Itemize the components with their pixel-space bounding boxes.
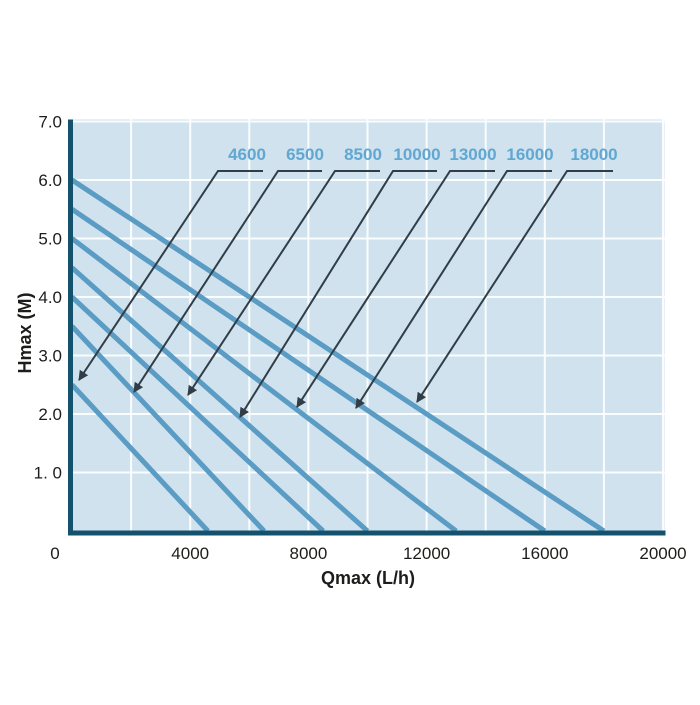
y-axis-title: Hmax (M) (15, 292, 35, 373)
y-tick-label-1: 1. 0 (34, 464, 62, 483)
leader-line-4600 (78, 170, 263, 381)
curve-label-6500: 6500 (286, 145, 324, 164)
leader-line-10000 (239, 170, 437, 418)
y-tick-label-3: 3.0 (38, 347, 62, 366)
curve-10000 (70, 265, 370, 533)
y-tick-label-2: 2.0 (38, 405, 62, 424)
leader-line-13000 (296, 170, 495, 408)
y-tick-label-6: 6.0 (38, 171, 62, 190)
y-tick-label-7: 7.0 (38, 113, 62, 132)
x-tick-label-4000: 4000 (171, 544, 209, 563)
curve-8500 (70, 295, 325, 533)
leader-line-6500 (133, 170, 322, 393)
x-tick-label-16000: 16000 (521, 544, 568, 563)
leader-line-8500 (187, 170, 380, 396)
x-tick-label-12000: 12000 (403, 544, 450, 563)
curve-18000 (70, 177, 606, 534)
curve-16000 (70, 207, 547, 534)
x-tick-label-0: 0 (50, 544, 59, 563)
x-axis-title: Qmax (L/h) (321, 568, 415, 588)
curve-label-8500: 8500 (344, 145, 382, 164)
y-tick-label-4: 4.0 (38, 288, 62, 307)
y-tick-label-5: 5.0 (38, 230, 62, 249)
leader-line-16000 (355, 170, 552, 409)
x-tick-label-20000: 20000 (639, 544, 686, 563)
curve-label-4600: 4600 (228, 145, 266, 164)
curve-label-18000: 18000 (570, 145, 617, 164)
curve-label-16000: 16000 (506, 145, 553, 164)
curve-13000 (70, 236, 458, 533)
curve-6500 (70, 324, 266, 533)
curve-label-10000: 10000 (393, 145, 440, 164)
leader-line-18000 (416, 170, 613, 403)
curve-label-13000: 13000 (449, 145, 496, 164)
plot-background (73, 119, 665, 533)
curve-4600 (70, 383, 210, 533)
x-tick-label-8000: 8000 (289, 544, 327, 563)
